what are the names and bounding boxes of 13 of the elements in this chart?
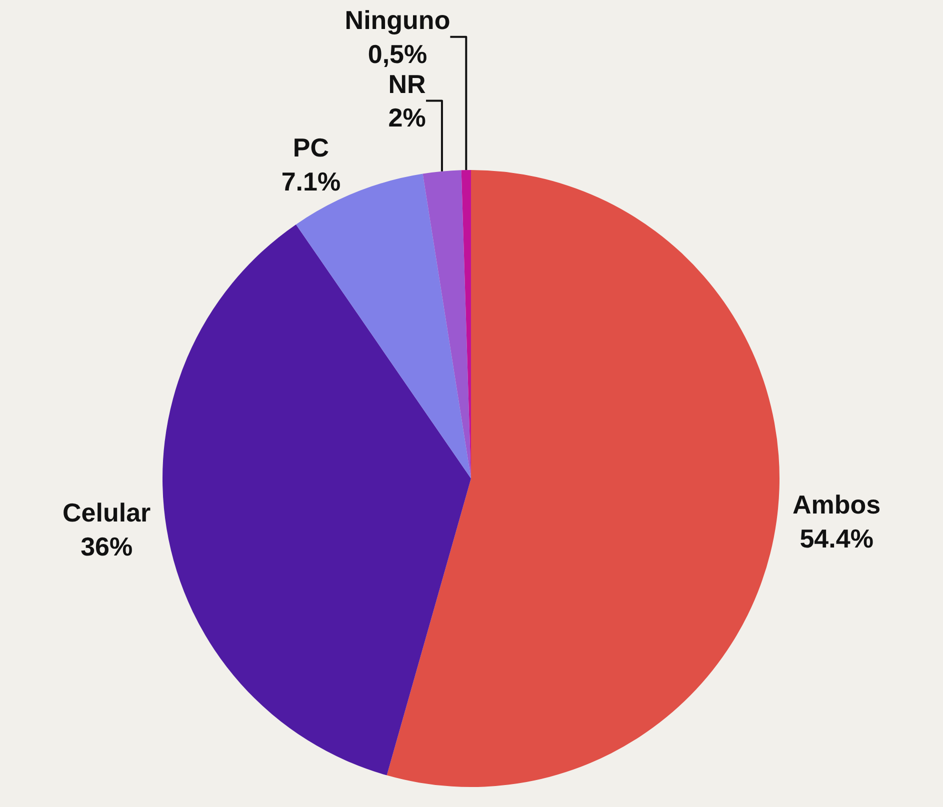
slice-label: Celular [62,498,151,528]
slice-label: NR [388,68,426,99]
pie-slice [162,224,471,776]
data-label: 0,5% [368,38,428,69]
data-label: 2% [388,102,426,133]
data-label: 54.4% [800,524,874,554]
slice-label: Ninguno [344,5,450,36]
slice-label: PC [292,132,330,163]
pie-slice [422,170,471,478]
pie-slice [386,170,780,787]
slice-label: Ambos [792,490,881,520]
data-label: 7.1% [281,166,341,196]
data-label: 36% [80,531,133,562]
